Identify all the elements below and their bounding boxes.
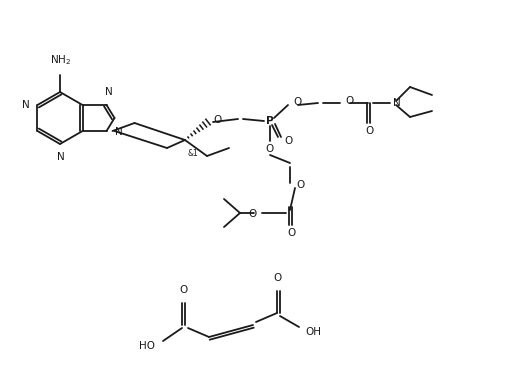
Text: O: O xyxy=(365,126,373,136)
Text: NH$_2$: NH$_2$ xyxy=(50,53,72,67)
Text: N: N xyxy=(57,152,65,162)
Text: N: N xyxy=(105,87,113,97)
Text: P: P xyxy=(266,116,274,126)
Text: O: O xyxy=(296,180,304,190)
Text: OH: OH xyxy=(305,327,321,337)
Text: N: N xyxy=(22,100,30,110)
Text: O: O xyxy=(293,97,301,107)
Text: O: O xyxy=(284,136,292,146)
Text: O: O xyxy=(249,209,257,219)
Text: N: N xyxy=(115,127,122,137)
Text: O: O xyxy=(180,285,188,295)
Text: O: O xyxy=(274,273,282,283)
Text: &1: &1 xyxy=(188,149,199,159)
Text: O: O xyxy=(345,96,353,106)
Text: N: N xyxy=(393,98,401,108)
Text: O: O xyxy=(266,144,274,154)
Text: O: O xyxy=(287,228,295,238)
Text: O: O xyxy=(213,115,221,125)
Text: HO: HO xyxy=(139,341,155,351)
